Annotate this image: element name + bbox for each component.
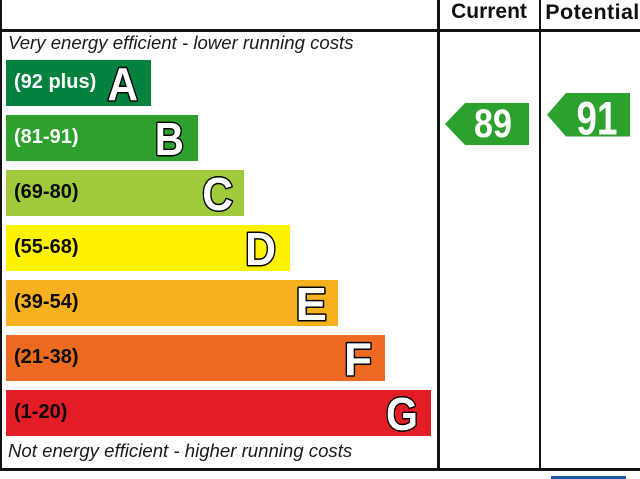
svg-text:91: 91 <box>576 93 617 137</box>
svg-text:C: C <box>202 170 233 216</box>
svg-text:E: E <box>295 280 326 326</box>
svg-text:89: 89 <box>474 103 512 145</box>
svg-text:F: F <box>344 335 372 381</box>
svg-text:A: A <box>107 60 138 106</box>
svg-text:D: D <box>245 225 276 271</box>
svg-text:G: G <box>386 390 418 436</box>
svg-text:B: B <box>155 115 184 161</box>
